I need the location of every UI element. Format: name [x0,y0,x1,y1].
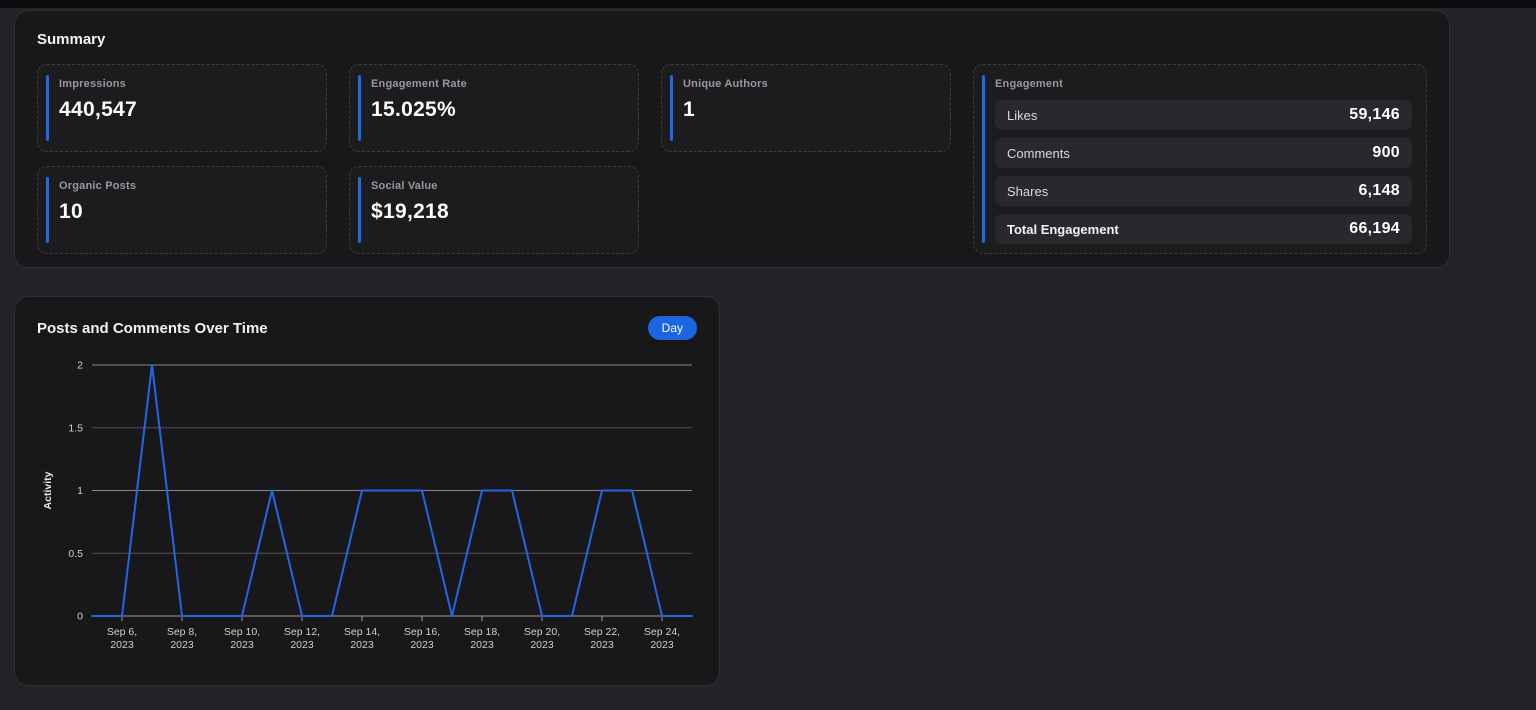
svg-text:1: 1 [77,485,83,497]
stat-value: 1 [683,98,936,122]
svg-text:2023: 2023 [110,639,134,651]
engagement-row-value: 59,146 [1349,106,1400,124]
svg-text:0.5: 0.5 [68,548,83,560]
engagement-row-value: 900 [1372,144,1400,162]
engagement-row-label: Comments [1007,146,1070,161]
svg-text:Sep 22,: Sep 22, [584,626,620,638]
svg-text:2023: 2023 [530,639,554,651]
svg-text:2023: 2023 [650,639,674,651]
stat-value: $19,218 [371,200,624,224]
svg-text:2023: 2023 [350,639,374,651]
top-border-strip [0,0,1536,8]
accent-bar [46,177,49,243]
stat-value: 10 [59,200,312,224]
svg-text:Activity: Activity [42,471,54,509]
accent-bar [358,177,361,243]
stat-card-organic-posts: Organic Posts 10 [37,166,327,254]
stat-card-social-value: Social Value $19,218 [349,166,639,254]
svg-text:2023: 2023 [410,639,434,651]
engagement-row-label: Likes [1007,108,1037,123]
svg-text:2023: 2023 [470,639,494,651]
accent-bar [358,75,361,141]
engagement-row-comments: Comments 900 [995,138,1412,168]
svg-text:2023: 2023 [290,639,314,651]
svg-text:1.5: 1.5 [68,422,83,434]
svg-text:Sep 18,: Sep 18, [464,626,500,638]
engagement-row-value: 66,194 [1349,220,1400,238]
svg-text:Sep 16,: Sep 16, [404,626,440,638]
stat-label: Engagement Rate [371,78,624,90]
engagement-row-label: Total Engagement [1007,222,1119,237]
chart-area: 00.511.52ActivitySep 6,2023Sep 8,2023Sep… [37,353,697,660]
svg-text:2023: 2023 [590,639,614,651]
chart-title: Posts and Comments Over Time [37,320,268,337]
stat-card-impressions: Impressions 440,547 [37,64,327,152]
accent-bar [670,75,673,141]
engagement-title: Engagement [995,78,1412,90]
svg-text:Sep 10,: Sep 10, [224,626,260,638]
svg-text:Sep 24,: Sep 24, [644,626,680,638]
summary-cards-grid: Impressions 440,547 Engagement Rate 15.0… [37,64,1427,254]
posts-comments-chart-panel: Posts and Comments Over Time Day 0 0.5 1 1.… [14,296,720,686]
engagement-row-shares: Shares 6,148 [995,176,1412,206]
engagement-row-likes: Likes 59,146 [995,100,1412,130]
svg-text:Sep 20,: Sep 20, [524,626,560,638]
engagement-row-total: Total Engagement 66,194 [995,214,1412,244]
engagement-row-value: 6,148 [1358,182,1400,200]
svg-text:Sep 14,: Sep 14, [344,626,380,638]
stat-label: Organic Posts [59,180,312,192]
interval-day-button[interactable]: Day [648,316,697,340]
engagement-card: Engagement Likes 59,146 Comments 900 Sha… [973,64,1427,254]
stat-label: Impressions [59,78,312,90]
svg-text:Sep 12,: Sep 12, [284,626,320,638]
stat-label: Unique Authors [683,78,936,90]
svg-text:2023: 2023 [170,639,194,651]
svg-text:Sep 6,: Sep 6, [107,626,137,638]
accent-bar [982,75,985,243]
svg-text:0: 0 [77,611,83,623]
svg-text:2023: 2023 [230,639,254,651]
engagement-row-label: Shares [1007,184,1048,199]
summary-panel: Summary Impressions 440,547 Engagement R… [14,10,1450,268]
activity-line-chart: 00.511.52ActivitySep 6,2023Sep 8,2023Sep… [37,353,697,655]
accent-bar [46,75,49,141]
chart-header: Posts and Comments Over Time Day [37,315,697,341]
svg-text:2: 2 [77,360,83,372]
summary-title: Summary [37,31,1427,48]
svg-text:Sep 8,: Sep 8, [167,626,197,638]
stat-card-unique-authors: Unique Authors 1 [661,64,951,152]
stat-card-engagement-rate: Engagement Rate 15.025% [349,64,639,152]
stat-value: 440,547 [59,98,312,122]
stat-value: 15.025% [371,98,624,122]
stat-label: Social Value [371,180,624,192]
